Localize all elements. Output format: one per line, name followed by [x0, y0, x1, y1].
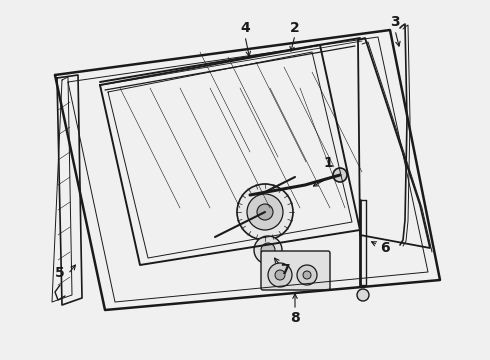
FancyBboxPatch shape: [261, 251, 330, 290]
Circle shape: [357, 289, 369, 301]
Circle shape: [257, 204, 273, 220]
Circle shape: [333, 168, 347, 182]
Circle shape: [297, 265, 317, 285]
Circle shape: [254, 236, 282, 264]
Text: 1: 1: [323, 156, 333, 170]
Text: 5: 5: [55, 266, 65, 280]
Text: 3: 3: [390, 15, 400, 29]
Circle shape: [237, 184, 293, 240]
Circle shape: [303, 271, 311, 279]
Circle shape: [261, 243, 275, 257]
Text: 4: 4: [240, 21, 250, 35]
Circle shape: [268, 263, 292, 287]
Text: 6: 6: [380, 241, 390, 255]
Text: 7: 7: [280, 263, 290, 277]
Text: 8: 8: [290, 311, 300, 325]
Circle shape: [275, 270, 285, 280]
Text: 2: 2: [290, 21, 300, 35]
Circle shape: [247, 194, 283, 230]
